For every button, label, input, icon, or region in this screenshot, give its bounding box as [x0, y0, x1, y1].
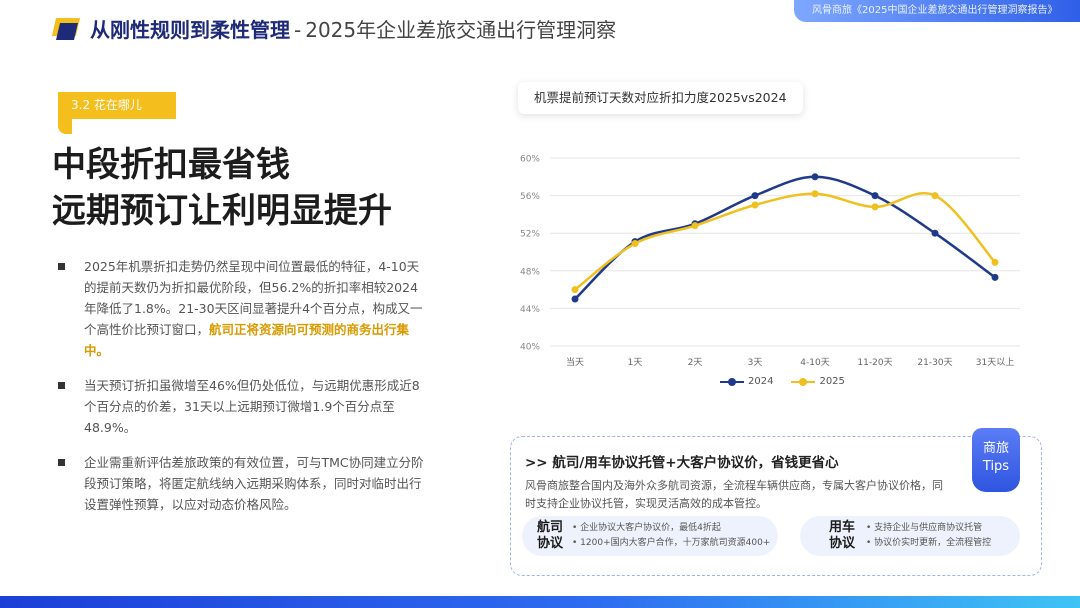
y-tick-label: 44%	[520, 305, 540, 315]
airline-item: 企业协议大客户协议价，最低4折起	[572, 521, 770, 536]
bullet-text: 2025年机票折扣走势仍然呈现中间位置最低的特征，4-10天的提前天数仍为折扣最…	[84, 259, 423, 337]
data-point-2024	[871, 192, 879, 200]
title-strong: 从刚性规则到柔性管理	[90, 18, 290, 42]
y-tick-label: 48%	[520, 267, 540, 277]
car-pill-label: 用车 协议	[826, 520, 858, 552]
tips-heading: >> 航司/用车协议托管+大客户协议价，省钱更省心	[525, 455, 839, 471]
x-tick-label: 2天	[688, 358, 703, 368]
x-tick-label: 当天	[566, 356, 584, 368]
y-tick-label: 40%	[520, 343, 540, 353]
data-point-2025	[631, 240, 639, 248]
y-tick-label: 60%	[520, 155, 540, 165]
x-tick-label: 1天	[628, 358, 643, 368]
discount-line-chart: 40% 44% 48% 52% 56% 60% 当天 1天 2天 3天 4-10天 11-20天 21-…	[520, 155, 1020, 368]
legend-swatch-2025-icon	[791, 377, 816, 386]
footer-bar	[0, 596, 1080, 608]
section-tag: 3.2 花在哪儿	[58, 92, 176, 119]
page-header: 从刚性规则到柔性管理 -2025年企业差旅交通出行管理洞察 风骨商旅《2025中国…	[0, 0, 1080, 58]
legend-item-2025: 2025	[791, 376, 845, 387]
legend-label-2025: 2025	[819, 376, 845, 387]
airline-agreement-pill: 航司 协议 企业协议大客户协议价，最低4折起 1200+国内大客户合作，十万家航…	[522, 516, 778, 556]
bullet-item: 企业需重新评估差旅政策的有效位置，可与TMC协同建立分阶段预订策略，将匿定航线纳…	[58, 452, 428, 515]
legend-item-2024: 2024	[720, 376, 773, 387]
bullet-square-icon	[58, 459, 65, 466]
airline-label-line-2: 协议	[536, 536, 563, 551]
x-tick-label: 4-10天	[800, 358, 829, 368]
data-point-2025	[931, 192, 939, 200]
data-point-2025	[991, 258, 999, 266]
chart-title: 机票提前预订天数对应折扣力度2025vs2024	[518, 82, 803, 114]
x-tick-label: 31天以上	[976, 357, 1014, 368]
car-agreement-pill: 用车 协议 支持企业与供应商协议托管 协议价实时更新，全流程管控	[800, 516, 1020, 556]
airline-item: 1200+国内大客户合作，十万家航司资源400+	[572, 536, 770, 551]
bullet-item: 2025年机票折扣走势仍然呈现中间位置最低的特征，4-10天的提前天数仍为折扣最…	[58, 256, 428, 361]
data-point-2025	[571, 286, 579, 294]
car-item: 协议价实时更新，全流程管控	[866, 536, 991, 551]
tips-body: 风骨商旅整合国内及海外众多航司资源，全流程车辆供应商，专属大客户协议价格，同时支…	[525, 479, 943, 510]
airline-pill-items: 企业协议大客户协议价，最低4折起 1200+国内大客户合作，十万家航司资源400…	[572, 521, 770, 551]
report-logo-icon	[52, 18, 80, 40]
legend-label-2024: 2024	[748, 376, 774, 387]
headline-line-2: 远期预订让利明显提升	[52, 191, 392, 231]
data-point-2024	[571, 295, 579, 303]
tips-badge-line-1: 商旅	[982, 441, 1009, 456]
car-item: 支持企业与供应商协议托管	[866, 521, 991, 536]
series-line-2025	[574, 192, 996, 291]
data-point-2024	[991, 273, 999, 281]
data-point-2025	[751, 201, 759, 209]
x-tick-label: 3天	[748, 358, 763, 368]
car-pill-items: 支持企业与供应商协议托管 协议价实时更新，全流程管控	[866, 521, 991, 551]
data-point-2025	[871, 203, 879, 211]
headline: 中段折扣最省钱 远期预订让利明显提升	[52, 142, 392, 234]
bullet-highlight: 航司正将资源向可预测的商务出行集中。	[84, 322, 410, 358]
tips-badge: 商旅 Tips	[972, 428, 1020, 492]
data-point-2025	[811, 190, 819, 198]
data-point-2025	[691, 222, 699, 230]
y-tick-label: 56%	[520, 192, 540, 202]
tips-badge-line-2: Tips	[982, 459, 1010, 474]
data-point-2024	[931, 229, 939, 237]
bullet-text: 企业需重新评估差旅政策的有效位置，可与TMC协同建立分阶段预订策略，将匿定航线纳…	[84, 455, 424, 512]
page-title: 从刚性规则到柔性管理 -2025年企业差旅交通出行管理洞察	[90, 17, 616, 43]
car-label-line-2: 协议	[828, 536, 855, 551]
title-subtitle: 2025年企业差旅交通出行管理洞察	[305, 18, 617, 42]
headline-line-1: 中段折扣最省钱	[52, 145, 290, 185]
airline-label-line-1: 航司	[536, 520, 563, 535]
data-point-2024	[811, 173, 819, 181]
airline-pill-label: 航司 协议	[534, 520, 566, 552]
chart-legend: 2024 2025	[720, 376, 845, 387]
x-tick-label: 11-20天	[857, 358, 892, 368]
bullet-list: 2025年机票折扣走势仍然呈现中间位置最低的特征，4-10天的提前天数仍为折扣最…	[58, 256, 428, 529]
x-tick-label: 21-30天	[917, 358, 952, 368]
legend-swatch-2024-icon	[720, 377, 744, 386]
bullet-text: 当天预订折扣虽微增至46%但仍处低位，与远期优惠形成近8个百分点的价差，31天以…	[84, 378, 420, 435]
y-tick-label: 52%	[520, 230, 540, 240]
title-separator: -	[294, 18, 302, 42]
data-point-2024	[751, 192, 759, 200]
bullet-square-icon	[58, 263, 65, 270]
bullet-item: 当天预订折扣虽微增至46%但仍处低位，与远期优惠形成近8个百分点的价差，31天以…	[58, 375, 428, 438]
bullet-square-icon	[58, 382, 65, 389]
car-label-line-1: 用车	[828, 520, 855, 535]
source-badge: 风骨商旅《2025中国企业差旅交通出行管理洞察报告》	[794, 0, 1080, 22]
